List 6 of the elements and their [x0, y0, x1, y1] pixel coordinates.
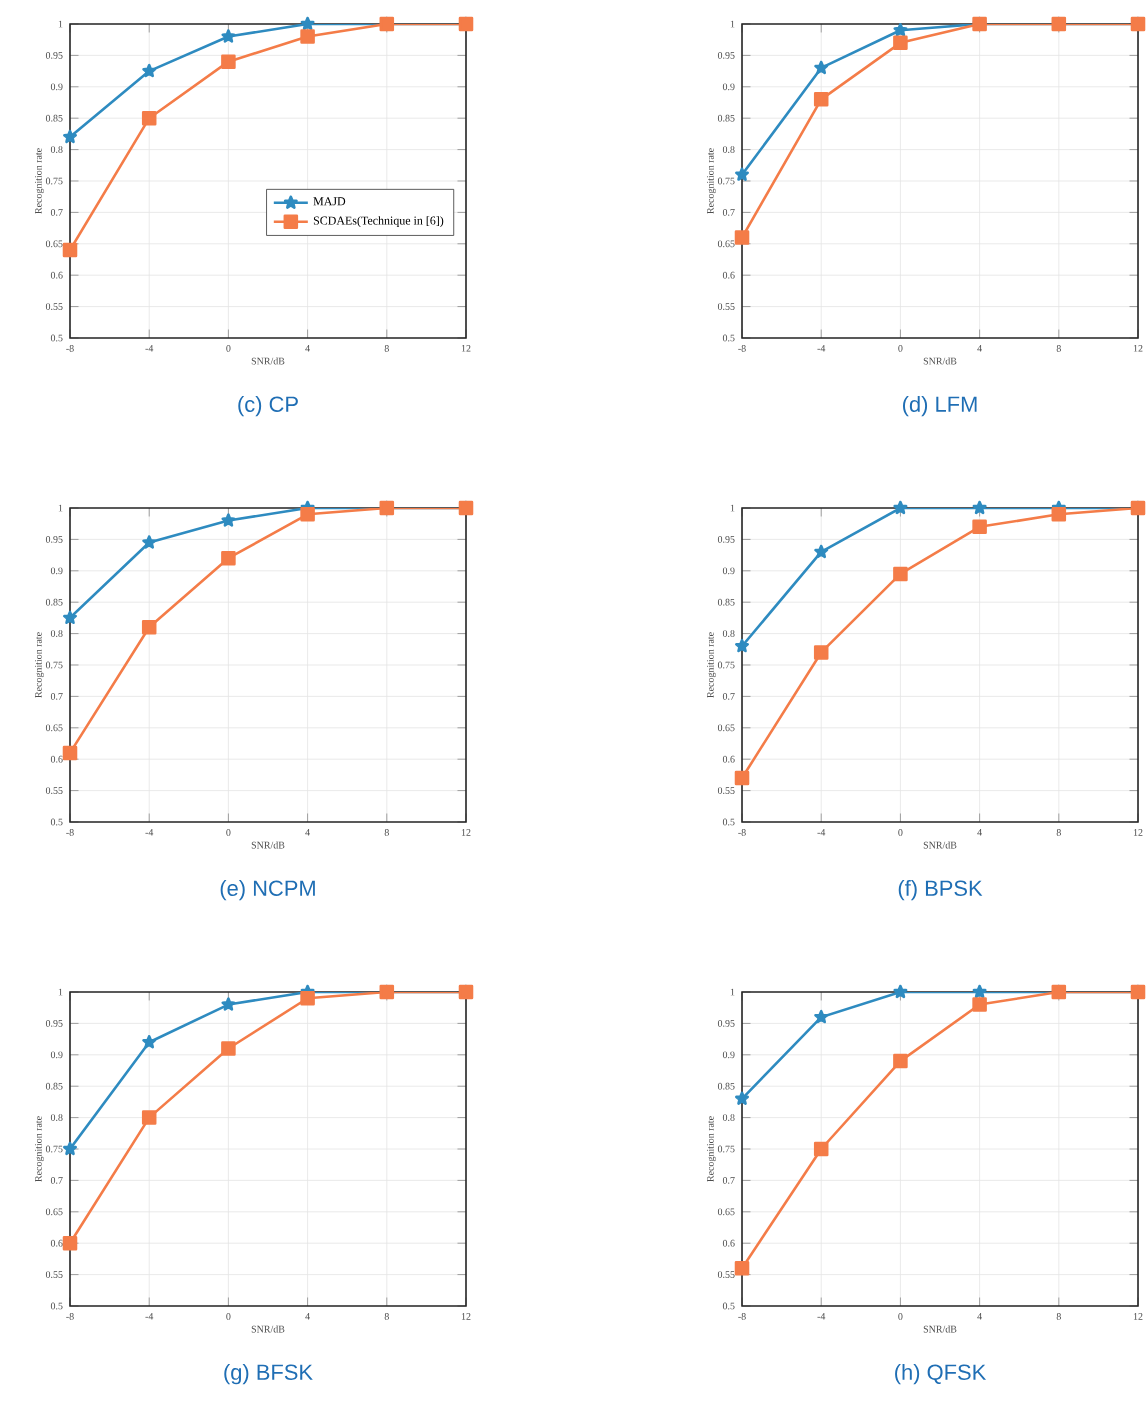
text: (f) BPSK — [898, 879, 983, 901]
text: (d) LFM — [903, 395, 977, 417]
text: (e) NCPM — [220, 879, 315, 901]
text: (h) QFSK — [895, 1363, 987, 1385]
text: (c) CP — [238, 395, 298, 417]
text: (g) BFSK — [224, 1363, 313, 1385]
